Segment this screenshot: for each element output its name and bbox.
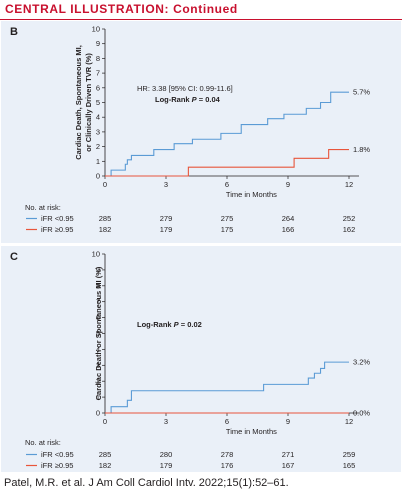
at-risk-value: 165 xyxy=(343,461,356,470)
y-tick-label: 3 xyxy=(96,361,100,370)
logrank-prefix: Log-Rank xyxy=(155,95,192,104)
at-risk-value: 278 xyxy=(221,450,234,459)
y-tick-label: 7 xyxy=(96,297,100,306)
logrank-annotation: Log-Rank P = 0.02 xyxy=(137,320,202,329)
y-tick-label: 2 xyxy=(96,142,100,151)
x-axis-label: Time in Months xyxy=(226,190,277,199)
x-tick-label: 9 xyxy=(286,417,290,426)
logrank-p: P xyxy=(174,320,180,329)
y-tick-label: 9 xyxy=(96,39,100,48)
series-end-label: 3.2% xyxy=(353,358,370,367)
at-risk-value: 259 xyxy=(343,450,356,459)
logrank-value: = 0.04 xyxy=(197,95,221,104)
x-tick-label: 12 xyxy=(345,417,353,426)
hazard-ratio-annotation: HR: 3.38 [95% CI: 0.99-11.6] xyxy=(137,84,233,93)
x-tick-label: 9 xyxy=(286,180,290,189)
header-label: CENTRAL ILLUSTRATION: xyxy=(5,2,170,16)
panel-letter: C xyxy=(10,251,18,263)
logrank-prefix: Log-Rank xyxy=(137,320,174,329)
at-risk-value: 252 xyxy=(343,214,356,223)
x-tick-label: 0 xyxy=(103,180,107,189)
panel-b: B 0 1 2 3 4 5 6 7 8 9 10 0 3 6 9 12 Time in Months Cardiac… xyxy=(1,21,401,243)
at-risk-value: 285 xyxy=(99,214,112,223)
y-axis-label: Cardiac Death or Spontaneous MI (%) xyxy=(94,266,103,400)
logrank-p: P xyxy=(192,95,198,104)
logrank-annotation: Log-Rank P = 0.04 xyxy=(155,95,221,104)
header-bar: CENTRAL ILLUSTRATION: Continued xyxy=(0,0,402,20)
y-tick-label: 4 xyxy=(96,345,100,354)
at-risk-value: 179 xyxy=(160,225,173,234)
y-tick-label: 0 xyxy=(96,172,100,181)
at-risk-value: 167 xyxy=(282,461,295,470)
x-tick-label: 6 xyxy=(225,417,229,426)
at-risk-value: 166 xyxy=(282,225,295,234)
y-tick-label: 8 xyxy=(96,54,100,63)
y-tick-label: 6 xyxy=(96,313,100,322)
at-risk-value: 162 xyxy=(343,225,356,234)
logrank-value: = 0.02 xyxy=(179,320,202,329)
series-end-label: 1.8% xyxy=(353,145,370,154)
y-tick-label: 10 xyxy=(92,25,100,34)
y-tick-label: 9 xyxy=(96,265,100,274)
at-risk-value: 285 xyxy=(99,450,112,459)
series-end-label: 0.0% xyxy=(353,409,370,418)
at-risk-value: 175 xyxy=(221,225,234,234)
at-risk-title: No. at risk: xyxy=(25,438,61,447)
y-tick-label: 10 xyxy=(92,250,100,259)
y-tick-label: 2 xyxy=(96,377,100,386)
at-risk-value: 182 xyxy=(99,461,112,470)
y-axis-label: or Clinically Driven TVR (%) xyxy=(84,53,93,152)
at-risk-row-label: iFR ≥0.95 xyxy=(41,225,73,234)
y-tick-label: 8 xyxy=(96,281,100,290)
at-risk-value: 179 xyxy=(160,461,173,470)
at-risk-value: 280 xyxy=(160,450,173,459)
x-tick-label: 12 xyxy=(345,180,353,189)
x-tick-label: 6 xyxy=(225,180,229,189)
x-axis-label: Time in Months xyxy=(226,427,277,436)
y-tick-label: 0 xyxy=(96,409,100,418)
y-tick-label: 7 xyxy=(96,69,100,78)
at-risk-row-label: iFR <0.95 xyxy=(41,214,74,223)
at-risk-value: 264 xyxy=(282,214,295,223)
series-line-ifr-low xyxy=(105,91,349,177)
at-risk-value: 271 xyxy=(282,450,295,459)
citation: Patel, M.R. et al. J Am Coll Cardiol Int… xyxy=(4,477,289,489)
y-tick-label: 5 xyxy=(96,329,100,338)
panel-c: C 0 1 2 3 4 5 6 7 8 9 10 0 3 6 9 12 Time in Months Cardiac… xyxy=(1,246,401,472)
x-tick-label: 0 xyxy=(103,417,107,426)
y-tick-label: 1 xyxy=(96,157,100,166)
at-risk-value: 275 xyxy=(221,214,234,223)
y-axis-label: Cardiac Death, Spontaneous MI, xyxy=(74,45,83,160)
y-tick-label: 5 xyxy=(96,98,100,107)
series-line-ifr-low xyxy=(105,361,349,414)
at-risk-value: 182 xyxy=(99,225,112,234)
at-risk-row-label: iFR <0.95 xyxy=(41,450,74,459)
y-tick-label: 4 xyxy=(96,113,100,122)
series-end-label: 5.7% xyxy=(353,88,370,97)
at-risk-value: 176 xyxy=(221,461,234,470)
at-risk-value: 279 xyxy=(160,214,173,223)
header-sub: Continued xyxy=(173,2,238,16)
header-title: CENTRAL ILLUSTRATION: Continued xyxy=(5,2,238,16)
y-tick-label: 6 xyxy=(96,83,100,92)
x-tick-label: 3 xyxy=(164,417,168,426)
y-tick-label: 3 xyxy=(96,127,100,136)
at-risk-row-label: iFR ≥0.95 xyxy=(41,461,73,470)
panel-letter: B xyxy=(10,26,18,38)
at-risk-title: No. at risk: xyxy=(25,203,61,212)
series-line-ifr-high xyxy=(105,148,349,177)
x-tick-label: 3 xyxy=(164,180,168,189)
y-tick-label: 1 xyxy=(96,393,100,402)
